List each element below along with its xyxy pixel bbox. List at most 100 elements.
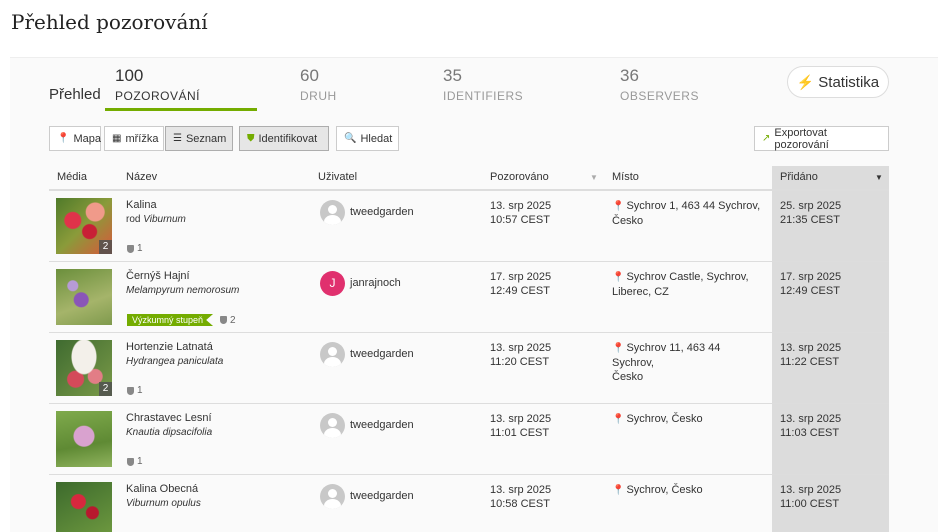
user-link[interactable]: tweedgarden [350, 419, 414, 431]
taxon-scientific-name: rod Viburnum [126, 214, 186, 225]
stat-label: DRUH [300, 89, 337, 103]
place-line-1: Sychrov 1, 463 44 Sychrov, [626, 200, 761, 212]
user-link[interactable]: tweedgarden [350, 348, 414, 360]
added-datetime: 13. srp 2025 11:22 CEST [780, 341, 841, 369]
table-row[interactable]: Kalina Obecná Viburnum opulus tweedgarden 1… [49, 475, 889, 532]
statistics-button[interactable]: ⚡ Statistika [787, 66, 889, 98]
place: 📍 Sychrov, Česko [612, 483, 762, 498]
stat-identifiers[interactable]: 35 IDENTIFIERS [443, 66, 523, 103]
added-time: 11:03 CEST [780, 427, 840, 439]
header-name[interactable]: Název [126, 171, 158, 183]
identification-info: 1 [127, 243, 143, 254]
observed-time: 11:01 CEST [490, 427, 550, 439]
header-added[interactable]: Přidáno [780, 171, 818, 183]
scientific-name-text: Viburnum opulus [126, 498, 201, 509]
taxon-scientific-name: Knautia dipsacifolia [126, 427, 212, 438]
identify-button[interactable]: ⛊ Identifikovat [239, 126, 329, 151]
avatar[interactable]: J [320, 271, 345, 296]
taxon-common-name[interactable]: Kalina [126, 199, 157, 211]
stat-number: 60 [300, 66, 319, 85]
header-place[interactable]: Místo [612, 171, 639, 183]
overview-label: Přehled [49, 86, 101, 103]
added-datetime: 17. srp 2025 12:49 CEST [780, 270, 841, 298]
place-line-1: Sychrov, Česko [626, 484, 703, 496]
observed-datetime: 13. srp 2025 11:01 CEST [490, 412, 551, 440]
stat-number: 35 [443, 66, 462, 85]
added-time: 12:49 CEST [780, 285, 840, 297]
table-row[interactable]: 2 Hortenzie Latnatá Hydrangea paniculata 1 t… [49, 333, 889, 404]
added-datetime: 13. srp 2025 11:03 CEST [780, 412, 841, 440]
observation-photo[interactable] [56, 482, 112, 532]
added-date: 25. srp 2025 [780, 200, 842, 212]
place-line-1: Sychrov 11, 463 44 Sychrov, [612, 342, 721, 369]
header-media[interactable]: Média [57, 171, 87, 183]
table-row[interactable]: 2 Kalina rod Viburnum 1 tweedgarden 13. srp 2… [49, 191, 889, 262]
grid-icon: ▦ [112, 133, 122, 144]
stat-label: IDENTIFIERS [443, 89, 524, 103]
identification-shield-icon [127, 244, 134, 253]
taxon-common-name[interactable]: Chrastavec Lesní [126, 412, 212, 424]
stat-species[interactable]: 60 DRUH [300, 66, 337, 103]
grid-view-label: mřížka [125, 132, 159, 145]
avatar[interactable] [320, 484, 345, 509]
taxon-scientific-name: Melampyrum nemorosum [126, 285, 239, 296]
place-line-2: Česko [612, 371, 644, 383]
header-divider [49, 189, 889, 191]
taxon-common-name[interactable]: Hortenzie Latnatá [126, 341, 213, 353]
added-date: 13. srp 2025 [780, 484, 842, 496]
table-row[interactable]: Černýš Hajní Melampyrum nemorosum Výzkumný… [49, 262, 889, 333]
observation-photo[interactable] [56, 269, 112, 325]
user-link[interactable]: janrajnoch [350, 277, 401, 289]
added-date: 17. srp 2025 [780, 271, 842, 283]
photo-count: 2 [99, 240, 112, 254]
observed-datetime: 13. srp 2025 11:20 CEST [490, 341, 551, 369]
observed-datetime: 13. srp 2025 10:58 CEST [490, 483, 551, 511]
user-link[interactable]: tweedgarden [350, 206, 414, 218]
avatar[interactable] [320, 342, 345, 367]
export-label: Exportovat pozorování [774, 126, 829, 151]
observed-time: 12:49 CEST [490, 285, 550, 297]
stat-observations[interactable]: 100 POZOROVÁNÍ [115, 66, 200, 103]
added-date: 13. srp 2025 [780, 342, 842, 354]
observation-photo[interactable] [56, 411, 112, 467]
search-button[interactable]: 🔍 Hledat [336, 126, 399, 151]
identification-count: 1 [137, 243, 143, 254]
user-link[interactable]: tweedgarden [350, 490, 414, 502]
header-observed[interactable]: Pozorováno [490, 171, 549, 183]
taxon-common-name[interactable]: Kalina Obecná [126, 483, 199, 495]
sort-caret-icon: ▼ [590, 173, 598, 182]
map-view-label: Mapa [73, 132, 101, 145]
sorted-column-highlight [772, 166, 889, 532]
header-user[interactable]: Uživatel [318, 171, 358, 183]
observations-panel: Přehled 100 POZOROVÁNÍ 60 DRUH 35 IDENTI… [10, 57, 938, 532]
map-marker-icon: 📍 [612, 414, 625, 425]
added-date: 13. srp 2025 [780, 413, 842, 425]
observation-photo[interactable]: 2 [56, 198, 112, 254]
external-link-icon: ↗ [762, 133, 771, 144]
export-button[interactable]: ↗ Exportovat pozorování [754, 126, 889, 151]
avatar[interactable] [320, 200, 345, 225]
observed-datetime: 17. srp 2025 12:49 CEST [490, 270, 551, 298]
identification-info: 1 [127, 385, 143, 396]
map-view-button[interactable]: 📍 Mapa [49, 126, 101, 151]
observed-datetime: 13. srp 2025 10:57 CEST [490, 199, 551, 227]
grid-view-button[interactable]: ▦ mřížka [104, 126, 164, 151]
observed-date: 13. srp 2025 [490, 413, 552, 425]
default-user-icon [328, 205, 337, 214]
scientific-name-text: Hydrangea paniculata [126, 356, 224, 367]
place: 📍 Sychrov 1, 463 44 Sychrov, Česko [612, 199, 762, 228]
observation-photo[interactable]: 2 [56, 340, 112, 396]
taxon-common-name[interactable]: Černýš Hajní [126, 270, 190, 282]
avatar[interactable] [320, 413, 345, 438]
identification-count: 2 [230, 314, 236, 326]
table-row[interactable]: Chrastavec Lesní Knautia dipsacifolia 1 twe… [49, 404, 889, 475]
stat-observers[interactable]: 36 OBSERVERS [620, 66, 699, 103]
search-label: Hledat [360, 132, 393, 145]
place: 📍 Sychrov 11, 463 44 Sychrov, Česko [612, 341, 762, 384]
stat-label: POZOROVÁNÍ [115, 89, 201, 103]
list-view-button[interactable]: ☰ Seznam [165, 126, 233, 151]
map-pin-icon: 📍 [57, 133, 70, 144]
photo-count: 2 [99, 382, 112, 396]
page-title: Přehled pozorování [11, 10, 208, 34]
place: 📍 Sychrov Castle, Sychrov, Liberec, CZ [612, 270, 762, 299]
